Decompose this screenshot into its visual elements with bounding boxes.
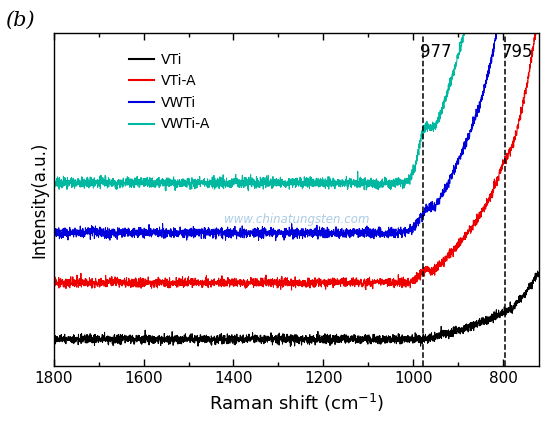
VWTi: [272, 238, 279, 243]
VWTi: [51, 226, 57, 231]
VWTi: [257, 233, 264, 238]
X-axis label: Raman shift $\rm{(cm^{-1})}$: Raman shift $\rm{(cm^{-1})}$: [208, 392, 384, 414]
Y-axis label: Intensity(a.u.): Intensity(a.u.): [30, 142, 48, 258]
VWTi-A: [257, 176, 264, 181]
VTi: [106, 337, 112, 343]
Legend: VTi, VTi-A, VWTi, VWTi-A: VTi, VTi-A, VWTi, VWTi-A: [124, 47, 216, 137]
VTi: [526, 284, 533, 289]
VWTi: [135, 230, 141, 235]
Line: VWTi: VWTi: [54, 0, 539, 241]
Line: VWTi-A: VWTi-A: [54, 0, 539, 191]
VTi: [236, 337, 243, 343]
VWTi: [474, 110, 481, 116]
VWTi-A: [245, 188, 252, 193]
VTi-A: [135, 280, 141, 285]
Text: 977: 977: [420, 42, 452, 61]
VWTi-A: [51, 180, 57, 185]
VTi-A: [474, 217, 481, 222]
Text: 795: 795: [502, 42, 533, 61]
VTi: [536, 272, 542, 277]
VTi-A: [526, 66, 533, 71]
VWTi-A: [135, 180, 141, 185]
Line: VTi: VTi: [54, 271, 539, 346]
VWTi: [106, 228, 112, 233]
VTi-A: [288, 288, 295, 293]
VTi: [474, 325, 481, 330]
VTi: [534, 269, 541, 274]
VTi: [51, 333, 57, 338]
VTi-A: [51, 281, 57, 286]
VWTi: [236, 230, 243, 235]
VTi-A: [106, 278, 112, 283]
VTi: [287, 344, 294, 349]
Text: www.chinatungsten.com: www.chinatungsten.com: [223, 213, 369, 227]
Line: VTi-A: VTi-A: [54, 9, 539, 290]
VWTi-A: [106, 181, 112, 186]
VTi-A: [536, 7, 542, 12]
VTi: [257, 336, 264, 341]
Text: (b): (b): [5, 11, 35, 30]
VTi-A: [236, 282, 243, 287]
VWTi-A: [236, 178, 243, 183]
VTi-A: [257, 279, 264, 284]
VTi: [135, 333, 141, 338]
